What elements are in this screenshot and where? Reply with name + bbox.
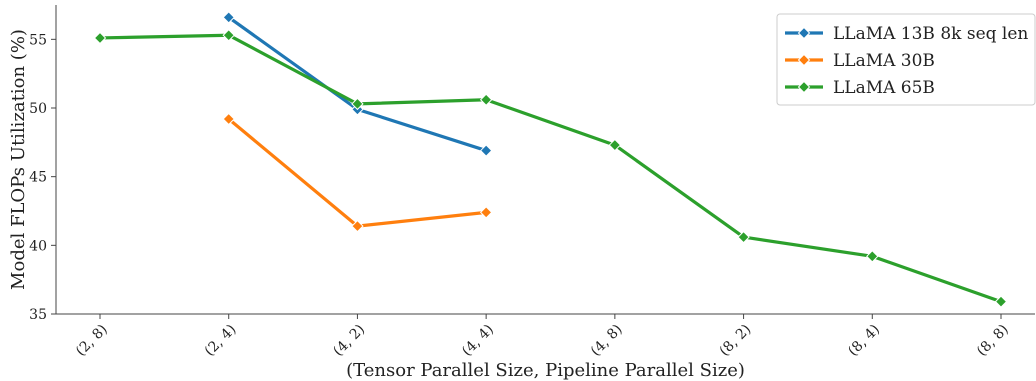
y-tick-label: 50 <box>29 101 47 117</box>
x-tick-label: (4, 2) <box>330 322 368 360</box>
x-tick-label: (8, 4) <box>845 322 883 360</box>
y-tick-label: 55 <box>29 32 47 48</box>
legend-marker <box>797 80 811 94</box>
x-axis-label: (Tensor Parallel Size, Pipeline Parallel… <box>346 360 745 381</box>
legend-marker <box>797 53 811 67</box>
data-point <box>222 29 235 42</box>
x-tick-label: (2, 8) <box>73 322 111 360</box>
legend-marker <box>797 26 811 40</box>
series-line <box>227 117 488 228</box>
series-line <box>98 33 1003 304</box>
data-point <box>737 230 750 244</box>
data-point <box>222 112 235 126</box>
data-point <box>994 295 1008 308</box>
legend-item: LLaMA 65B <box>785 78 935 98</box>
legend-item: LLaMA 30B <box>785 51 935 71</box>
legend-box <box>776 13 1036 106</box>
series-line <box>227 15 488 153</box>
data-point <box>351 219 364 233</box>
series-group <box>93 29 1008 308</box>
x-tick-label: (8, 8) <box>974 322 1012 360</box>
data-point <box>479 206 493 219</box>
y-tick-label: 45 <box>29 170 47 186</box>
series-group <box>222 11 493 157</box>
data-point <box>479 93 493 106</box>
data-point <box>222 11 235 24</box>
x-tick-label: (4, 4) <box>459 322 497 360</box>
legend-item: LLaMA 13B 8k seq len <box>785 24 1028 44</box>
legend: LLaMA 13B 8k seq len LLaMA 30B LLaMA 65B <box>776 13 1036 106</box>
legend-label: LLaMA 65B <box>833 78 935 98</box>
data-point <box>351 97 364 111</box>
y-axis-label: Model FLOPs Utilization (%) <box>8 29 29 290</box>
legend-label: LLaMA 30B <box>833 51 935 71</box>
y-tick-label: 35 <box>29 307 47 323</box>
x-tick-label: (8, 2) <box>716 322 754 360</box>
x-tick-label: (2, 4) <box>202 322 240 360</box>
y-tick-label: 40 <box>29 238 47 254</box>
data-point <box>866 250 879 263</box>
legend-label: LLaMA 13B 8k seq len <box>833 24 1028 44</box>
x-tick-label: (4, 8) <box>588 322 626 360</box>
data-point <box>608 138 622 152</box>
data-point <box>479 144 493 157</box>
data-point <box>93 31 107 45</box>
series-group <box>222 112 493 233</box>
series-layer <box>93 11 1008 308</box>
